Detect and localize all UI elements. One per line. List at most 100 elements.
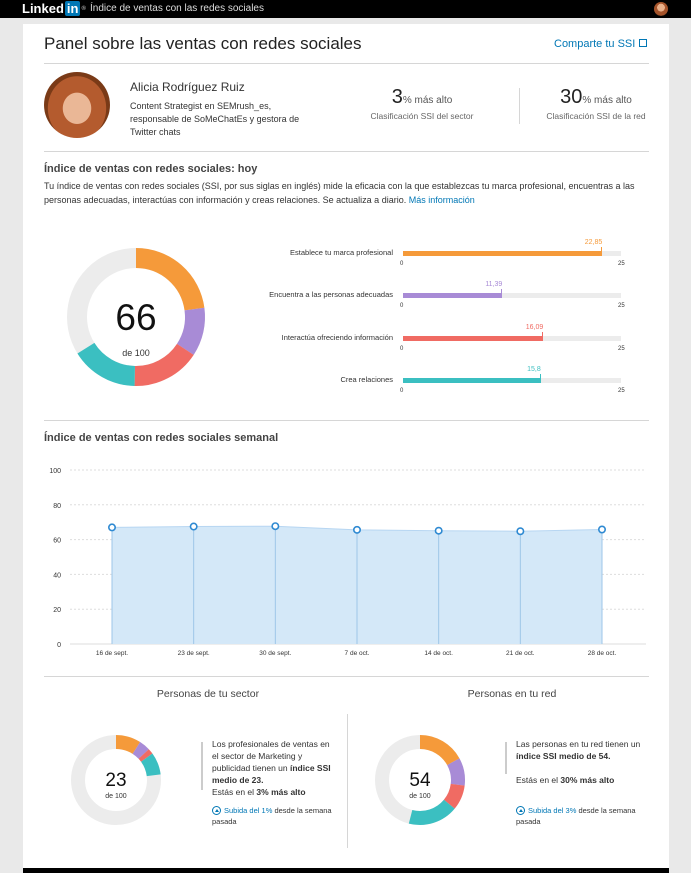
donut-segment-insights	[443, 783, 465, 809]
donut-segment-brand	[419, 735, 460, 766]
sector-score-of: de 100	[105, 793, 127, 800]
arrow-up-icon	[516, 806, 525, 815]
network-rank-stat: 30% más alto Clasificación SSI de la red	[535, 86, 657, 121]
donut-segment-brand	[115, 735, 141, 755]
data-point[interactable]	[434, 526, 443, 535]
data-point[interactable]	[516, 527, 525, 536]
ssi-donut-chart: 66 de 100	[67, 248, 205, 386]
donut-segment-relationships	[77, 342, 136, 386]
bar-marker	[601, 247, 603, 256]
bar-tick-label: 0	[400, 388, 404, 394]
network-donut-chart: 54 de 100	[375, 735, 465, 825]
network-peers-heading: Personas en tu red	[467, 688, 557, 700]
divider	[347, 714, 348, 848]
data-point[interactable]	[271, 522, 280, 531]
donut-segment-relationships	[408, 799, 455, 825]
network-rank-label: Clasificación SSI de la red	[546, 111, 646, 121]
bar-value-label: 22,85	[584, 239, 603, 246]
network-rank-value: 30	[560, 86, 583, 108]
sector-rank-label: Clasificación SSI del sector	[370, 111, 474, 121]
donut-segment-relationships	[140, 753, 161, 777]
donut-segment-insights	[134, 343, 194, 386]
y-tick-label: 20	[53, 607, 61, 614]
divider	[44, 151, 649, 152]
sector-score: 23	[105, 770, 126, 791]
bar-value-label: 11,39	[485, 281, 503, 288]
network-rank-unit: % más alto	[582, 95, 632, 106]
network-peers-text: Las personas en tu red tienen un índice …	[516, 739, 641, 785]
sector-trend: Subida del 1% desde la semana pasada	[212, 806, 332, 826]
bar-tick-label: 0	[400, 261, 404, 267]
x-tick-label: 14 de oct.	[424, 650, 453, 657]
y-tick-label: 100	[49, 468, 61, 475]
sector-peers-text: Los profesionales de ventas en el sector…	[212, 739, 331, 797]
data-point[interactable]	[189, 522, 198, 531]
profile-name: Alicia Rodríguez Ruiz	[130, 80, 245, 94]
bar-marker	[542, 332, 544, 341]
donut-segment-insights	[138, 749, 153, 762]
weekly-heading: Índice de ventas con redes sociales sema…	[44, 432, 279, 444]
x-tick-label: 7 de oct.	[345, 650, 370, 657]
ssi-score: 66	[115, 297, 156, 338]
x-tick-label: 30 de sept.	[259, 650, 291, 657]
today-description: Tu índice de ventas con redes sociales (…	[44, 181, 635, 205]
dashboard-card: Panel sobre las ventas con redes sociale…	[23, 24, 669, 873]
bar-fill	[403, 293, 503, 298]
x-tick-label: 21 de oct.	[506, 650, 535, 657]
sector-rank-value: 3	[391, 86, 403, 108]
sector-donut-chart: 23 de 100	[71, 735, 161, 825]
divider	[44, 420, 649, 421]
today-heading: Índice de ventas con redes sociales: hoy	[44, 163, 258, 175]
bar-fill	[403, 378, 541, 383]
sector-peers-heading: Personas de tu sector	[156, 688, 260, 700]
data-point[interactable]	[108, 523, 117, 532]
profile-avatar	[44, 72, 110, 138]
donut-segment-brand	[135, 248, 205, 311]
divider	[505, 742, 507, 774]
data-point[interactable]	[597, 525, 606, 534]
page-breadcrumb: Índice de ventas con las redes sociales	[90, 3, 264, 14]
donut-segment-people	[132, 742, 149, 759]
data-point[interactable]	[352, 525, 361, 534]
ssi-score-of: de 100	[122, 348, 150, 358]
divider	[519, 88, 520, 124]
x-tick-label: 23 de sept.	[178, 650, 210, 657]
y-tick-label: 40	[53, 572, 61, 579]
x-tick-label: 28 de oct.	[588, 650, 617, 657]
y-tick-label: 60	[53, 538, 61, 545]
arrow-up-icon	[212, 806, 221, 815]
network-score: 54	[409, 770, 431, 791]
bar-tick-label: 0	[400, 303, 404, 309]
bar-tick-label: 25	[618, 261, 625, 267]
bar-tick-label: 25	[618, 346, 625, 352]
bar-tick-label: 0	[400, 346, 404, 352]
more-info-link[interactable]: Más información	[408, 194, 475, 205]
bar-marker	[539, 374, 541, 383]
user-avatar[interactable]	[654, 2, 668, 16]
bar-label: Establece tu marca profesional	[290, 248, 393, 257]
y-tick-label: 0	[57, 642, 61, 649]
divider	[44, 676, 649, 677]
top-bar: Linked in ® Índice de ventas con las redes…	[0, 0, 691, 18]
network-trend: Subida del 3% desde la semana pasada	[516, 806, 636, 826]
sector-rank-stat: 3% más alto Clasificación SSI del sector	[357, 86, 487, 121]
donut-segment-people	[176, 307, 205, 355]
bar-label: Crea relaciones	[340, 375, 393, 384]
bar-marker	[501, 289, 503, 298]
bottom-bar	[23, 868, 669, 873]
sector-rank-unit: % más alto	[402, 95, 453, 106]
bar-fill	[403, 336, 544, 341]
bar-label: Encuentra a las personas adecuadas	[269, 290, 393, 299]
y-tick-label: 80	[53, 503, 61, 510]
x-tick-label: 16 de sept.	[96, 650, 128, 657]
bar-label: Interactúa ofreciendo información	[281, 333, 393, 342]
bar-value-label: 15,8	[527, 366, 541, 373]
weekly-ssi-chart: 0 20 40 60 80 100 16 de sept. 23 de sept. 30 de …	[49, 468, 646, 657]
share-ssi-link[interactable]: Comparte tu SSI	[554, 38, 648, 50]
profile-bio: Content Strategist en SEMrush_es, respon…	[130, 101, 300, 137]
linkedin-logo[interactable]: Linked in ®	[22, 1, 86, 16]
bar-tick-label: 25	[618, 388, 625, 394]
external-link-icon	[639, 39, 648, 47]
bar-fill	[403, 251, 603, 256]
page-title: Panel sobre las ventas con redes sociale…	[44, 34, 362, 53]
